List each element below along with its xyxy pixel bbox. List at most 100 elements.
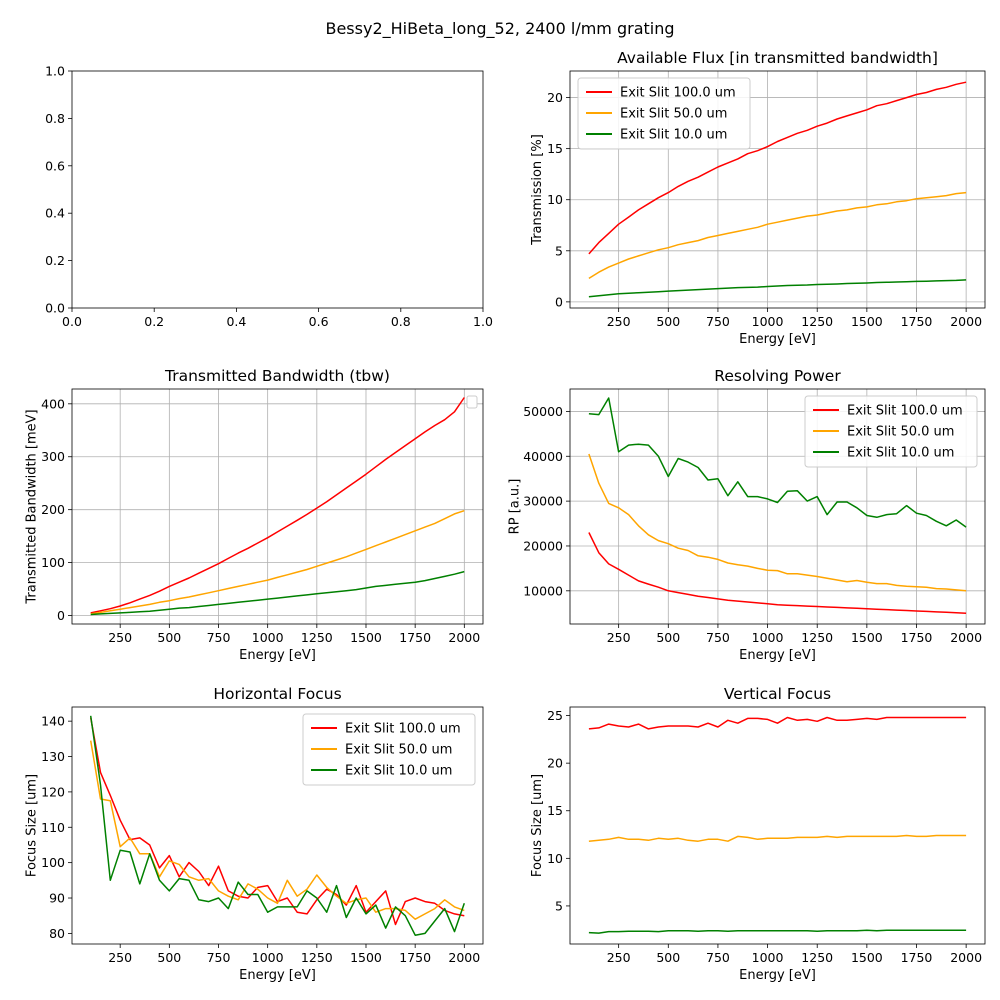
x-tick-label: 2000: [448, 630, 480, 645]
x-axis-label: Energy [eV]: [239, 648, 316, 663]
x-tick-label: 500: [157, 950, 181, 965]
x-tick-label: 0.2: [144, 314, 164, 329]
x-tick-label: 2000: [950, 950, 982, 965]
y-tick-label: 25: [547, 708, 563, 723]
y-tick-label: 0.8: [45, 111, 65, 126]
legend-label: Exit Slit 100.0 um: [847, 404, 963, 419]
series-line-exit-slit-50-0-um: [588, 453, 967, 592]
series-line-series-0: [90, 397, 465, 614]
x-axis-label: Energy [eV]: [739, 648, 816, 663]
y-tick-label: 20: [547, 90, 563, 105]
legend-frame: [466, 395, 478, 409]
legend-frame: [302, 713, 476, 786]
y-axis-label: Focus Size [um]: [530, 774, 545, 877]
x-tick-label: 1500: [851, 950, 883, 965]
x-axis-label: Energy [eV]: [739, 332, 816, 347]
axes-frame: [569, 706, 986, 945]
x-axis-label: Energy [eV]: [739, 968, 816, 983]
legend-label: Exit Slit 50.0 um: [620, 107, 727, 122]
chart-title: Vertical Focus: [724, 685, 831, 703]
x-tick-label: 0.8: [391, 314, 411, 329]
y-tick-label: 200: [41, 502, 65, 517]
x-tick-label: 500: [656, 630, 680, 645]
y-tick-label: 300: [41, 449, 65, 464]
series-line-series-1: [588, 834, 967, 842]
x-tick-label: 1250: [801, 950, 833, 965]
series-line-series-1: [90, 509, 465, 615]
legend-label: Exit Slit 50.0 um: [345, 743, 452, 758]
y-tick-label: 400: [41, 396, 65, 411]
y-tick-label: 40000: [523, 449, 563, 464]
y-axis-label: Transmission [%]: [530, 134, 545, 246]
x-tick-label: 1750: [901, 314, 933, 329]
y-axis-label: Transmitted Bandwidth [meV]: [25, 409, 40, 604]
series-line-exit-slit-10-0-um: [588, 397, 967, 528]
x-tick-label: 1500: [350, 630, 382, 645]
series-line-exit-slit-10-0-um: [89, 715, 466, 936]
series-line-exit-slit-100-0-um: [588, 81, 967, 255]
x-tick-label: 1000: [252, 630, 284, 645]
y-tick-label: 110: [41, 820, 65, 835]
series-line-series-2: [588, 929, 967, 934]
chart-title: Transmitted Bandwidth (tbw): [164, 367, 390, 385]
chart-title: Available Flux [in transmitted bandwidth…: [617, 49, 938, 67]
y-tick-label: 0: [555, 294, 563, 309]
y-tick-label: 5: [555, 243, 563, 258]
x-tick-label: 1750: [901, 950, 933, 965]
y-tick-label: 0.6: [45, 158, 65, 173]
legend-label: Exit Slit 10.0 um: [620, 128, 727, 143]
x-tick-label: 250: [108, 630, 132, 645]
chart-flux: 250 500 750 1000 1250 1500 1750 2000 0 5 10 15 20 Ava…: [530, 49, 986, 347]
x-tick-label: 250: [607, 314, 631, 329]
x-tick-label: 2000: [950, 630, 982, 645]
y-axis-label: RP [a.u.]: [508, 479, 523, 535]
y-tick-label: 0.2: [45, 253, 65, 268]
series-line-series-2: [90, 570, 465, 616]
series-line-exit-slit-50-0-um: [588, 191, 967, 280]
x-tick-label: 1000: [252, 950, 284, 965]
chart-vfocus: 250 500 750 1000 1250 1500 1750 2000 5 10 15 20 25 Ve…: [530, 685, 986, 983]
x-tick-label: 1250: [301, 950, 333, 965]
legend: Exit Slit 100.0 um Exit Slit 50.0 um Exit …: [804, 395, 978, 468]
legend-label: Exit Slit 10.0 um: [847, 446, 954, 461]
y-tick-label: 100: [41, 855, 65, 870]
x-tick-label: 250: [108, 950, 132, 965]
x-tick-label: 1500: [851, 314, 883, 329]
chart-empty: 0.0 0.2 0.4 0.6 0.8 1.0 0.0 0.2 0.4 0.6 0.8 1.0: [45, 64, 493, 330]
legend-label: Exit Slit 10.0 um: [345, 764, 452, 779]
x-tick-label: 1250: [801, 314, 833, 329]
y-tick-label: 80: [49, 926, 65, 941]
legend-frame: [577, 77, 751, 150]
x-tick-label: 250: [607, 950, 631, 965]
x-tick-label: 750: [706, 314, 730, 329]
y-tick-label: 140: [41, 714, 65, 729]
chart-rp: 250 500 750 1000 1250 1500 1750 2000 10000 20000 3…: [508, 367, 986, 663]
x-tick-label: 500: [656, 314, 680, 329]
y-tick-label: 20000: [523, 538, 563, 553]
legend-label: Exit Slit 100.0 um: [345, 722, 461, 737]
x-tick-label: 1250: [301, 630, 333, 645]
y-tick-label: 130: [41, 749, 65, 764]
y-tick-label: 120: [41, 784, 65, 799]
x-tick-label: 1250: [801, 630, 833, 645]
x-tick-label: 1000: [752, 950, 784, 965]
y-tick-label: 5: [555, 898, 563, 913]
x-tick-label: 750: [706, 950, 730, 965]
y-tick-label: 50000: [523, 404, 563, 419]
axes-frame: [71, 70, 484, 309]
x-tick-label: 1750: [901, 630, 933, 645]
x-tick-label: 0.6: [309, 314, 329, 329]
x-tick-label: 500: [656, 950, 680, 965]
x-tick-label: 1750: [399, 630, 431, 645]
figure-suptitle: Bessy2_HiBeta_long_52, 2400 l/mm grating: [325, 19, 674, 39]
axes-frame: [71, 388, 484, 625]
y-tick-label: 20: [547, 756, 563, 771]
series-line-exit-slit-100-0-um: [588, 532, 967, 614]
x-tick-label: 2000: [950, 314, 982, 329]
x-tick-label: 0.0: [62, 314, 82, 329]
axes-frame: [71, 706, 484, 945]
x-axis-label: Energy [eV]: [239, 968, 316, 983]
legend-label: Exit Slit 50.0 um: [847, 425, 954, 440]
